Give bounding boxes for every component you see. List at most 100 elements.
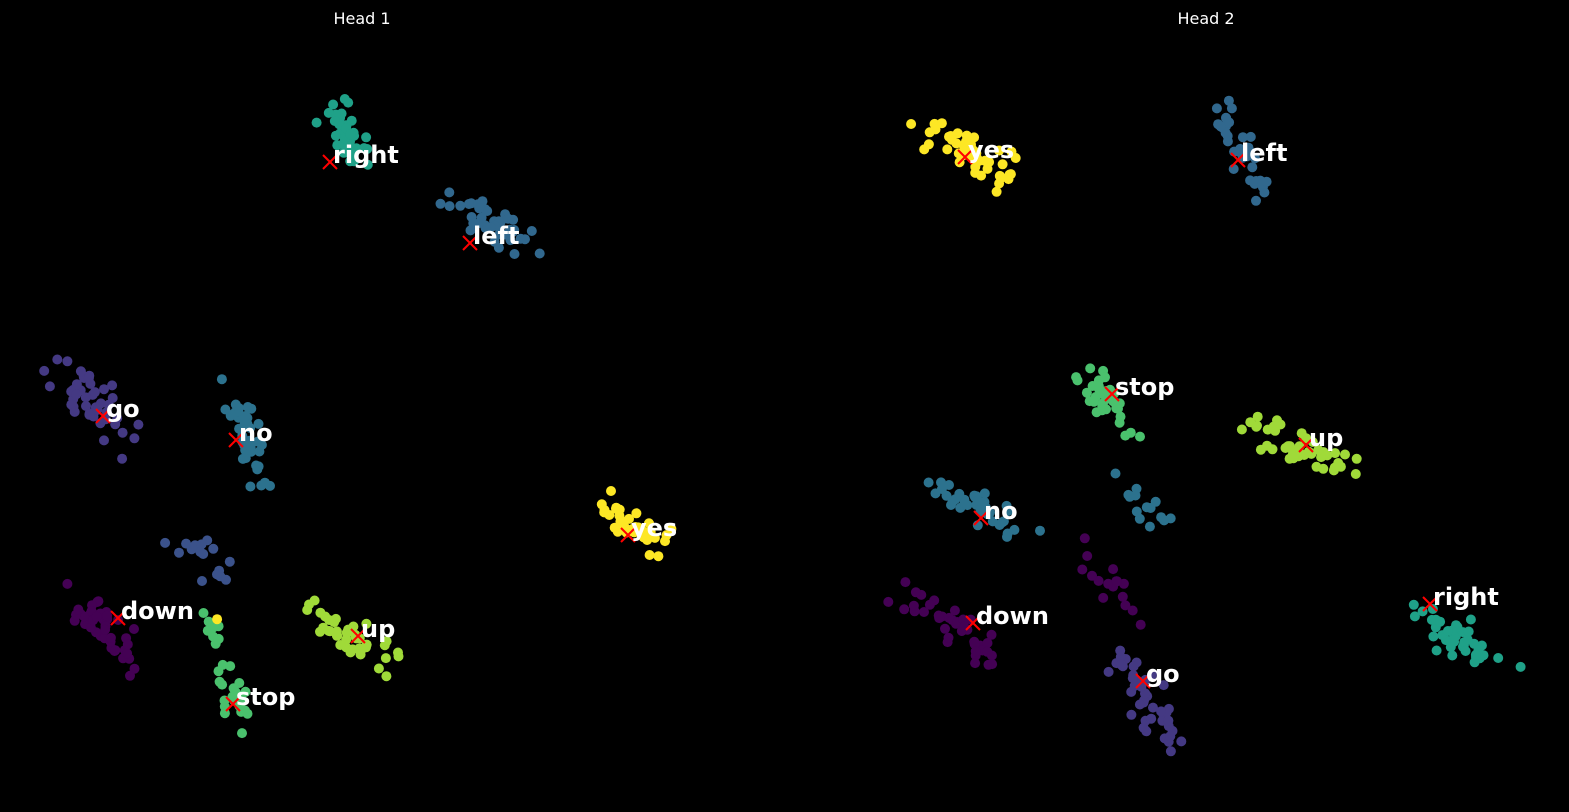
cluster-label-down: down [976, 602, 1049, 630]
scatter-point-yes [653, 551, 664, 562]
cluster-label-stop: stop [236, 683, 295, 711]
scatter-point-stop [228, 683, 239, 694]
scatter-point-outlier [1082, 551, 1093, 561]
scatter-point-right [1442, 626, 1453, 636]
scatter-point-stop [1101, 404, 1111, 415]
cluster-label-right: right [1433, 583, 1499, 611]
scatter-point-down [899, 604, 910, 615]
scatter-point-stop [217, 659, 228, 670]
scatter-point-down [900, 577, 911, 588]
scatter-point-no [239, 418, 250, 429]
scatter-point-yes [994, 145, 1005, 156]
centroid-marker-right [1422, 596, 1438, 612]
centroid-marker-yes [620, 527, 636, 543]
scatter-point-down [110, 645, 121, 656]
scatter-point-yes [930, 124, 941, 135]
scatter-point-left [1222, 136, 1233, 147]
scatter-point-go [1158, 680, 1169, 691]
scatter-point-left [520, 234, 530, 245]
scatter-point-down [970, 646, 981, 657]
centroid-marker-right [322, 154, 338, 170]
head-1-panel: Head 1 right left go no yes down up stop [39, 9, 677, 739]
scatter-point-yes [609, 522, 620, 533]
scatter-point-yes [923, 139, 934, 150]
scatter-point-go [39, 365, 50, 376]
scatter-point-go [62, 356, 73, 367]
scatter-point-go [84, 409, 95, 420]
scatter-point-go [1146, 713, 1157, 724]
scatter-point-down [102, 610, 113, 621]
scatter-point-up [1262, 440, 1272, 451]
centroid-marker-up [350, 628, 366, 644]
scatter-point-up [1272, 415, 1282, 426]
scatter-point-outlier [1077, 564, 1088, 575]
scatter-point-up [347, 644, 358, 655]
scatter-point-go [99, 384, 109, 395]
scatter-point-outlier [1127, 605, 1138, 616]
scatter-point-down [73, 604, 84, 615]
scatter-point-no [979, 497, 990, 507]
scatter-point-yes [906, 119, 917, 129]
scatter-point-yes [606, 486, 616, 496]
scatter-point-go [83, 373, 94, 384]
scatter-point-go [129, 433, 140, 444]
scatter-point-right [1463, 626, 1474, 637]
scatter-point-up [331, 630, 342, 641]
scatter-point-up [1351, 453, 1362, 464]
scatter-point-yes [604, 510, 615, 520]
scatter-point-right [362, 159, 373, 170]
centroid-marker-go [1135, 673, 1151, 689]
scatter-point-outlier [196, 539, 207, 550]
scatter-point-outlier [1135, 619, 1146, 630]
scatter-point-yes [635, 526, 646, 537]
scatter-point-go [103, 399, 114, 410]
scatter-point-outlier [1131, 506, 1142, 517]
scatter-point-no [239, 440, 250, 451]
scatter-point-down [91, 611, 102, 622]
scatter-point-yes [596, 499, 607, 510]
cluster-label-yes: yes [968, 136, 1014, 164]
scatter-point-stop [202, 625, 213, 636]
cluster-label-right: right [333, 141, 399, 169]
scatter-point-down [924, 599, 935, 610]
scatter-point-stop [236, 697, 247, 708]
scatter-point-yes [997, 159, 1008, 170]
scatter-point-yes [644, 550, 655, 560]
centroid-marker-go [95, 408, 111, 424]
scatter-point-down [105, 632, 116, 643]
scatter-point-outlier [1103, 578, 1114, 589]
scatter-point-right [1435, 616, 1446, 627]
scatter-point-left [1245, 131, 1256, 142]
scatter-point-right [1431, 645, 1442, 656]
cluster-label-no: no [239, 419, 273, 447]
scatter-point-left [494, 229, 505, 240]
scatter-point-stop [227, 691, 238, 702]
scatter-point-no [962, 500, 973, 511]
scatter-point-no [253, 418, 264, 429]
scatter-point-yes [642, 535, 653, 545]
scatter-point-yes [982, 163, 993, 174]
scatter-point-yes [971, 148, 982, 159]
scatter-point-no [944, 480, 954, 490]
scatter-point-left [534, 248, 545, 259]
scatter-point-no [252, 464, 263, 475]
scatter-point-up [1329, 462, 1340, 473]
scatter-point-left [1250, 153, 1260, 164]
cluster-label-left: left [473, 222, 519, 250]
scatter-point-stop [203, 616, 214, 627]
head-1-centroids: right left go no yes down up stop [95, 141, 677, 712]
head-2-panel: Head 2 yes left stop up no down right go [883, 9, 1526, 757]
scatter-point-down [986, 650, 997, 661]
scatter-point-stop [242, 708, 253, 719]
scatter-point-down [125, 670, 135, 681]
scatter-point-right [1447, 650, 1458, 661]
scatter-point-no [923, 477, 934, 488]
scatter-point-outlier [160, 537, 171, 548]
scatter-point-up [1350, 469, 1361, 479]
scatter-point-down [79, 611, 90, 622]
scatter-point-go [71, 389, 82, 400]
scatter-point-go [1126, 709, 1137, 720]
centroid-marker-yes [957, 149, 973, 165]
scatter-point-go [133, 419, 144, 430]
scatter-point-outlier [195, 547, 206, 557]
